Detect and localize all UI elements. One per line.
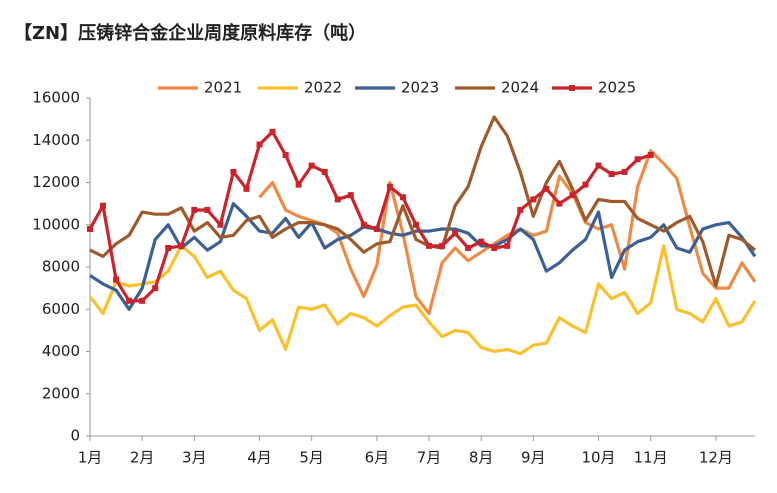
series-marker: [204, 206, 211, 213]
series-marker: [634, 156, 641, 163]
series-marker: [360, 221, 367, 228]
series-marker: [126, 297, 133, 304]
series-marker: [491, 244, 498, 251]
x-tick-label: 3月: [182, 449, 207, 467]
series-marker: [426, 242, 433, 249]
series-marker: [295, 181, 302, 188]
y-tick-label: 6000: [42, 300, 80, 318]
y-tick-label: 12000: [32, 173, 80, 191]
series-marker: [504, 242, 511, 249]
legend-label: 2022: [304, 79, 342, 97]
series-marker: [452, 230, 459, 237]
series-marker: [530, 196, 537, 203]
y-tick-label: 16000: [32, 89, 80, 107]
series-marker: [243, 185, 250, 192]
series-marker: [439, 242, 446, 249]
series-marker: [543, 185, 550, 192]
series-marker: [87, 225, 93, 232]
series-marker: [269, 128, 276, 135]
series-marker: [386, 183, 393, 190]
series-marker: [595, 162, 602, 169]
x-tick-label: 5月: [299, 449, 324, 467]
x-tick-label: 10月: [581, 449, 615, 467]
series-line: [258, 149, 757, 316]
series-marker: [399, 194, 406, 201]
series-marker: [347, 192, 354, 199]
series-marker: [517, 206, 524, 213]
x-tick-label: 12月: [699, 449, 733, 467]
x-tick-label: 4月: [247, 449, 272, 467]
x-tick-label: 2月: [130, 449, 155, 467]
series-marker: [113, 276, 120, 283]
legend-label: 2023: [401, 79, 439, 97]
x-tick-label: 9月: [521, 449, 546, 467]
series-marker: [165, 244, 172, 251]
series-marker: [373, 225, 380, 232]
series-marker: [465, 244, 472, 251]
y-tick-label: 2000: [42, 384, 80, 402]
series-marker: [191, 206, 198, 213]
series-marker: [556, 200, 563, 207]
series-marker: [178, 242, 185, 249]
series-marker: [478, 238, 485, 245]
legend-marker: [569, 85, 575, 91]
series-marker: [621, 168, 628, 175]
legend-label: 2025: [598, 79, 636, 97]
legend-label: 2024: [501, 79, 539, 97]
series-marker: [334, 196, 341, 203]
series-line: [88, 244, 757, 356]
series-marker: [569, 192, 576, 199]
y-tick-label: 0: [70, 427, 80, 445]
series-marker: [647, 152, 654, 159]
x-tick-label: 6月: [365, 449, 390, 467]
series-marker: [230, 168, 237, 175]
series-marker: [412, 221, 419, 228]
series-line: [88, 130, 652, 303]
series-marker: [608, 171, 615, 178]
y-tick-label: 10000: [32, 215, 80, 233]
series-line: [89, 115, 757, 288]
series-marker: [582, 181, 589, 188]
x-tick-label: 1月: [78, 449, 103, 467]
y-tick-label: 4000: [42, 342, 80, 360]
series-marker: [256, 141, 263, 148]
y-tick-label: 8000: [42, 258, 80, 276]
series-marker: [217, 221, 224, 228]
series-marker: [139, 297, 146, 304]
y-tick-label: 14000: [32, 131, 80, 149]
series-line: [89, 202, 757, 311]
series-marker: [152, 285, 159, 292]
series-marker: [282, 152, 289, 159]
chart-title: 【ZN】压铸锌合金企业周度原料库存（吨）: [14, 22, 366, 44]
legend-label: 2021: [204, 79, 242, 97]
x-tick-label: 11月: [634, 449, 668, 467]
series-marker: [321, 168, 328, 175]
series-marker: [308, 162, 315, 169]
x-tick-label: 8月: [469, 449, 494, 467]
series-marker: [100, 202, 107, 209]
x-tick-label: 7月: [417, 449, 442, 467]
